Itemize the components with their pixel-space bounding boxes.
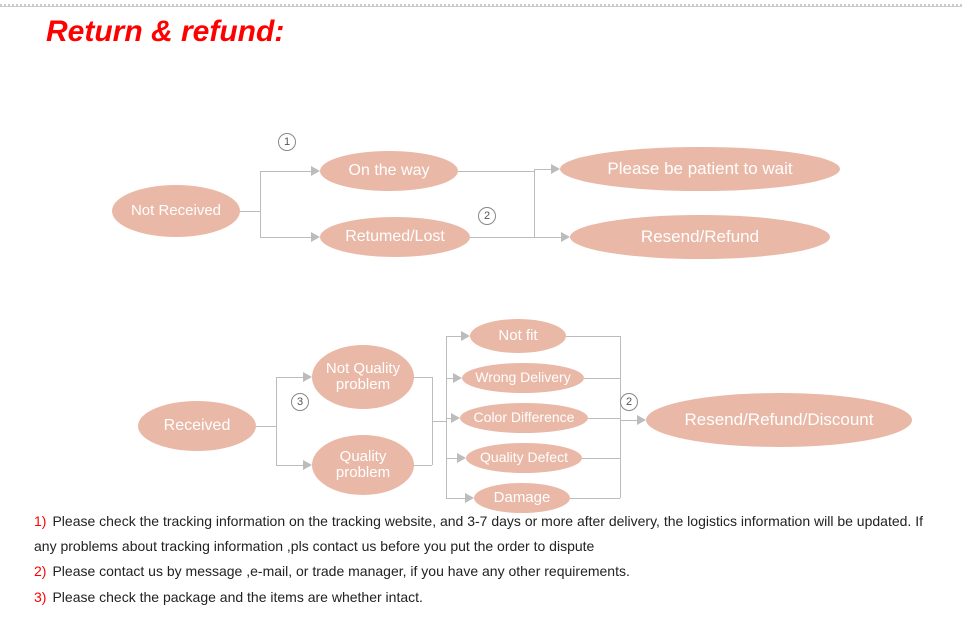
connector <box>582 458 620 459</box>
connector <box>620 336 621 498</box>
arrowhead-icon <box>311 166 320 176</box>
step-badge: 3 <box>291 393 309 411</box>
arrowhead-icon <box>303 460 312 470</box>
connector <box>446 336 461 337</box>
connector <box>256 426 276 427</box>
flowchart: Not Received On the way Retumed/Lost Please… <box>0 69 962 489</box>
step-badge: 1 <box>278 133 296 151</box>
connector <box>276 465 303 466</box>
arrowhead-icon <box>451 413 460 423</box>
note-text: Please contact us by message ,e-mail, or… <box>52 563 629 579</box>
connector <box>276 377 303 378</box>
note-item: 3) Please check the package and the items… <box>34 585 928 610</box>
connector <box>458 171 534 172</box>
page-title: Return & refund: <box>46 15 962 49</box>
note-number: 1) <box>34 513 46 529</box>
flow-node-qual-defect: Quality Defect <box>466 443 582 473</box>
connector <box>240 211 260 212</box>
arrowhead-icon <box>637 415 646 425</box>
flow-node-color-diff: Color Difference <box>460 403 588 433</box>
flow-node-resend2: Resend/Refund/Discount <box>646 393 912 447</box>
flow-node-wrong-del: Wrong Delivery <box>462 363 584 393</box>
connector <box>432 421 446 422</box>
connector <box>570 498 620 499</box>
step-badge: 2 <box>478 207 496 225</box>
connector <box>566 336 620 337</box>
connector <box>414 377 432 378</box>
flow-node-received: Received <box>138 401 256 451</box>
connector <box>534 169 535 237</box>
top-solid-divider <box>0 6 962 7</box>
arrowhead-icon <box>457 453 466 463</box>
note-text: Please check the package and the items a… <box>52 589 422 605</box>
connector <box>260 237 311 238</box>
arrowhead-icon <box>551 164 560 174</box>
flow-node-not-received: Not Received <box>112 185 240 237</box>
connector <box>276 377 277 465</box>
connector <box>446 458 457 459</box>
flow-node-resend1: Resend/Refund <box>570 215 830 259</box>
connector <box>414 465 432 466</box>
connector <box>446 498 465 499</box>
arrowhead-icon <box>465 493 474 503</box>
flow-node-ret-lost: Retumed/Lost <box>320 217 470 257</box>
flow-node-not-qp: Not Quality problem <box>312 345 414 409</box>
connector <box>260 171 311 172</box>
connector <box>588 418 620 419</box>
connector <box>446 378 453 379</box>
note-text: Please check the tracking information on… <box>34 513 923 554</box>
flow-node-damage: Damage <box>474 483 570 513</box>
flow-node-qp: Quality problem <box>312 435 414 495</box>
arrowhead-icon <box>303 372 312 382</box>
note-item: 1)Please check the tracking information … <box>34 509 928 559</box>
flow-node-on-way: On the way <box>320 151 458 191</box>
arrowhead-icon <box>561 232 570 242</box>
connector <box>446 336 447 498</box>
step-badge: 2 <box>620 393 638 411</box>
notes-list: 1)Please check the tracking information … <box>34 509 928 610</box>
note-number: 2) <box>34 563 46 579</box>
connector <box>260 171 261 237</box>
connector <box>620 420 637 421</box>
arrowhead-icon <box>461 331 470 341</box>
connector <box>584 378 620 379</box>
flow-node-not-fit: Not fit <box>470 319 566 353</box>
note-number: 3) <box>34 589 46 605</box>
note-item: 2) Please contact us by message ,e-mail, … <box>34 559 928 584</box>
arrowhead-icon <box>453 373 462 383</box>
connector <box>534 237 561 238</box>
arrowhead-icon <box>311 232 320 242</box>
flow-node-patient: Please be patient to wait <box>560 147 840 191</box>
connector <box>470 237 534 238</box>
connector <box>534 169 551 170</box>
